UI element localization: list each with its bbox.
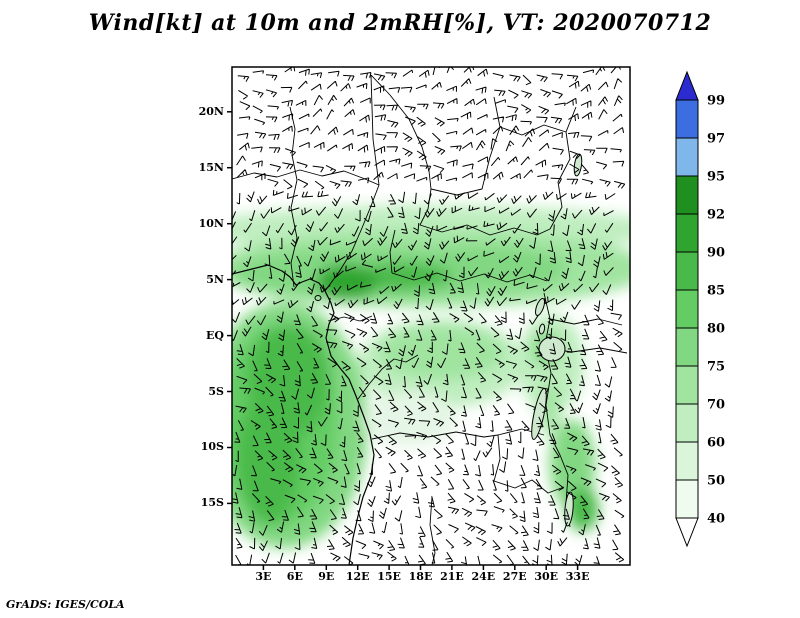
colorbar-segment [675, 441, 699, 481]
x-tick-label: 6E [286, 570, 303, 583]
colorbar-label: 85 [707, 284, 725, 299]
coastline [232, 264, 375, 565]
country-border [371, 431, 501, 482]
country-border [232, 169, 380, 186]
x-tick-label: 30E [534, 570, 559, 583]
colorbar-segment [675, 213, 699, 253]
country-border [289, 106, 298, 288]
country-border [370, 74, 380, 186]
colorbar-label: 50 [707, 474, 725, 489]
y-tick-label: 10S [200, 440, 224, 454]
y-tick-label: 15S [200, 496, 224, 510]
island-bioko [314, 295, 322, 301]
y-tick-label: EQ [206, 328, 224, 342]
colorbar-label: 40 [707, 512, 725, 527]
x-tick-label: 3E [255, 570, 272, 583]
colorbar-label: 75 [707, 360, 725, 375]
rh-region [378, 324, 505, 381]
axis-ticks-layer [227, 111, 579, 570]
colorbar-segment [675, 175, 699, 215]
colorbar-bottom-arrow [675, 517, 699, 548]
credit-text: GrADS: IGES/COLA [6, 598, 125, 611]
lake [538, 336, 566, 362]
wind-barbs [232, 67, 626, 565]
country-border [549, 106, 577, 230]
y-tick-label: 5N [206, 272, 224, 286]
colorbar-label: 80 [707, 322, 725, 337]
colorbar-segment [675, 403, 699, 443]
colorbar-segment [675, 137, 699, 177]
rh-region [357, 262, 452, 290]
y-tick-label: 20N [198, 104, 224, 118]
lake [538, 323, 546, 335]
country-border [430, 156, 491, 196]
colorbar-segment [675, 251, 699, 291]
country-border [419, 188, 551, 236]
country-border [389, 229, 396, 274]
figure-title: Wind[kt] at 10m and 2mRH[%], VT: 2020070… [88, 10, 712, 36]
colorbar-segment [675, 365, 699, 405]
lake [564, 491, 574, 527]
colorbar-segment [675, 327, 699, 367]
country-border [324, 184, 380, 292]
country-border [357, 354, 419, 400]
map-plot [227, 66, 631, 570]
wind-barbs-layer [232, 67, 626, 565]
x-tick-label: 21E [440, 570, 464, 583]
colorbar-segment [675, 99, 699, 139]
x-tick-label: 15E [377, 570, 401, 583]
colorbar: 99 97 95 92 90 85 80 75 70 60 50 40 [675, 70, 725, 548]
colorbar-segment [675, 479, 699, 519]
x-tick-label: 27E [502, 570, 527, 583]
colorbar-label: 90 [707, 246, 725, 261]
rh-region [315, 264, 379, 300]
plot-frame [231, 66, 631, 566]
colorbar-label: 97 [707, 132, 725, 147]
colorbar-label: 99 [707, 94, 725, 109]
colorbar-label: 60 [707, 436, 725, 451]
x-tick-label: 12E [345, 570, 370, 583]
colorbar-label: 92 [707, 208, 725, 223]
y-tick-label: 15N [198, 160, 224, 174]
x-tick-label: 33E [565, 570, 590, 583]
geography-layer [232, 74, 628, 565]
colorbar-top-arrow [675, 70, 699, 101]
rh-region [237, 391, 301, 526]
x-tick-label: 9E [318, 570, 335, 583]
lake [573, 153, 583, 177]
colorbar-label: 95 [707, 170, 725, 185]
country-border [370, 74, 432, 190]
lake [534, 297, 546, 317]
y-tick-label: 10N [198, 216, 224, 230]
country-border [391, 272, 548, 283]
y-tick-label: 5S [208, 384, 224, 398]
colorbar-segment [675, 289, 699, 329]
colorbar-label: 70 [707, 398, 725, 413]
x-tick-label: 18E [408, 570, 433, 583]
x-tick-label: 24E [471, 570, 496, 583]
